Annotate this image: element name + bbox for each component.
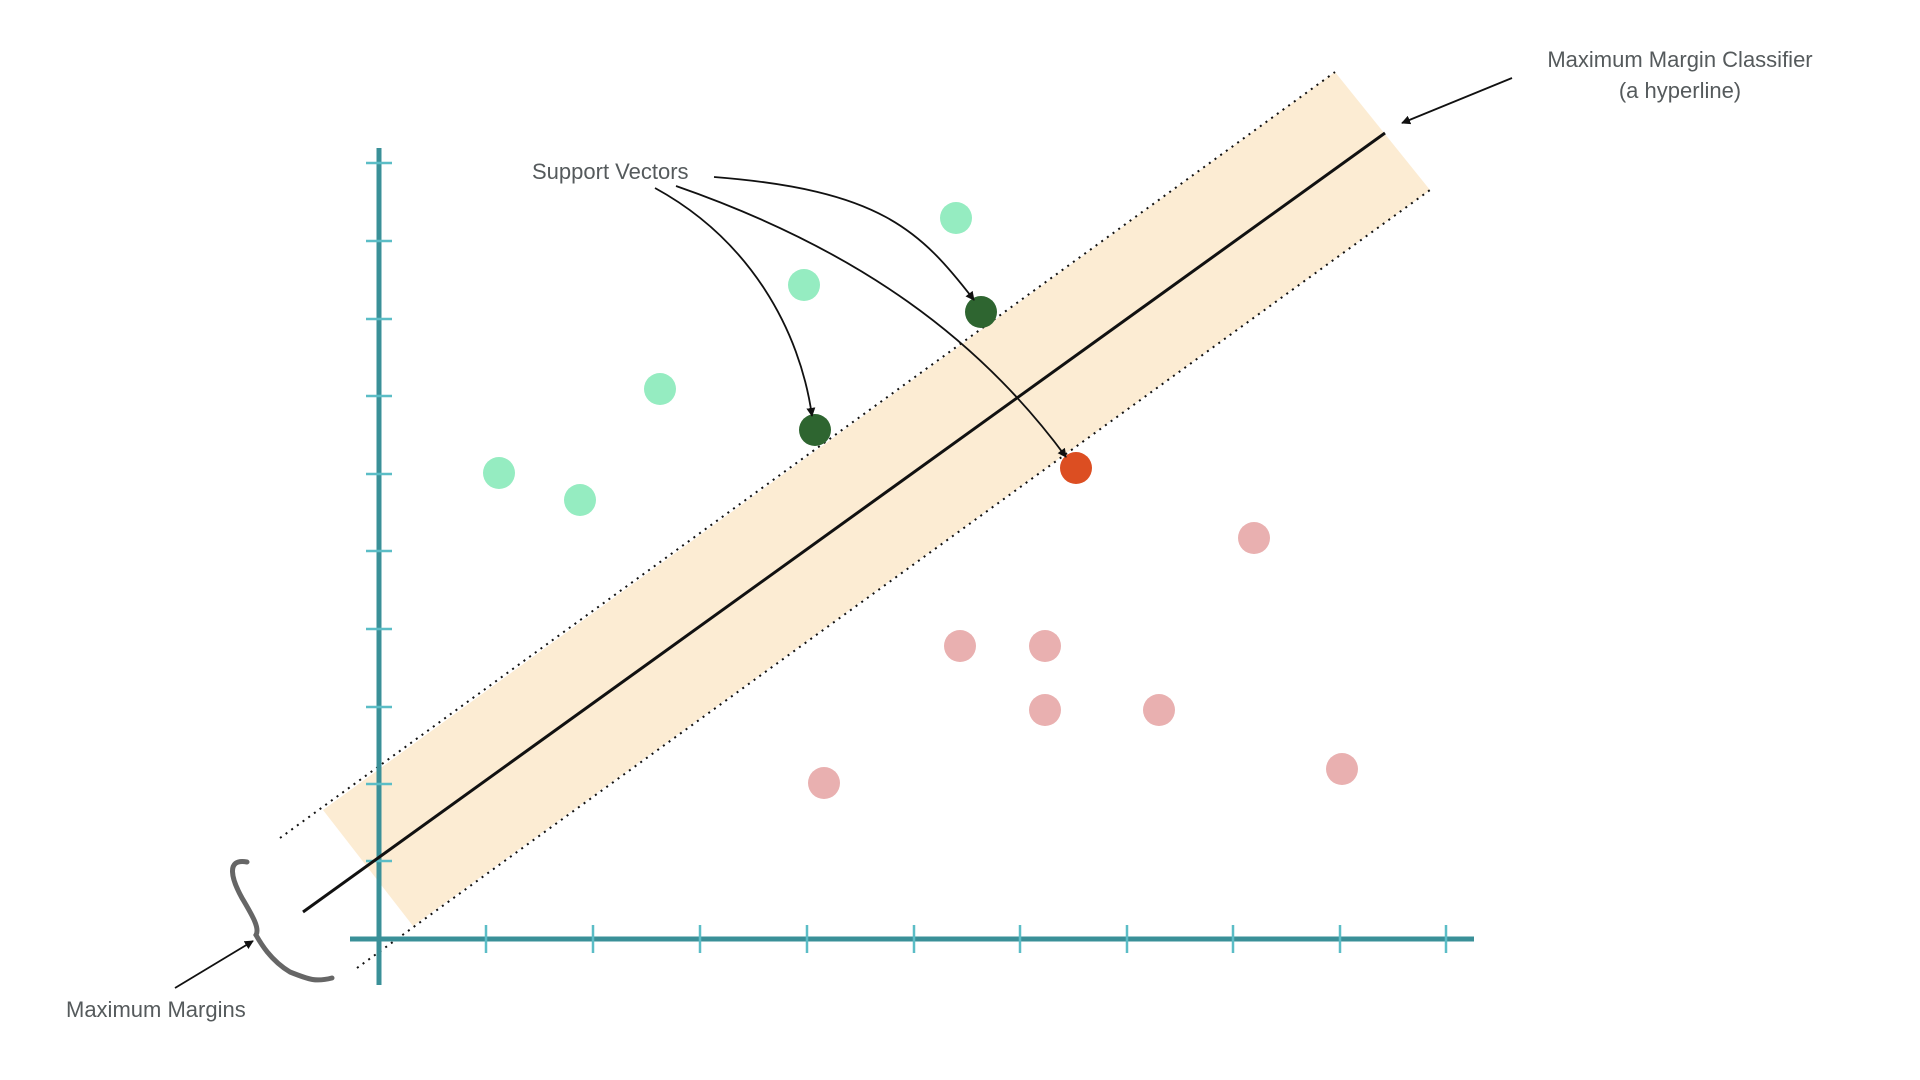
arrow-to-support-vector-a1 bbox=[713, 176, 975, 301]
class-b-point bbox=[1326, 753, 1358, 785]
max-margins-label: Maximum Margins bbox=[66, 994, 246, 1025]
classifier-label-line2: (a hyperline) bbox=[1618, 78, 1742, 103]
x-axis bbox=[350, 925, 1474, 953]
class-b-point bbox=[944, 630, 976, 662]
class-b-point bbox=[1029, 630, 1061, 662]
arrow-to-support-vector-b1 bbox=[675, 185, 1067, 458]
arrow-to-support-vector-a2 bbox=[654, 187, 816, 417]
max-margins-text: Maximum Margins bbox=[66, 997, 246, 1022]
support-vector-arrows bbox=[654, 176, 1067, 458]
support-vectors-label: Support Vectors bbox=[532, 156, 689, 187]
upper-margin-boundary bbox=[279, 71, 1336, 839]
class-a-point bbox=[940, 202, 972, 234]
class-b-point bbox=[1238, 522, 1270, 554]
class-a-point bbox=[788, 269, 820, 301]
margin-brace bbox=[230, 859, 335, 983]
class-a-point bbox=[564, 484, 596, 516]
class-b-point bbox=[1143, 694, 1175, 726]
data-points bbox=[483, 202, 1358, 799]
classifier-line bbox=[302, 131, 1386, 914]
support-vectors-text: Support Vectors bbox=[532, 159, 689, 184]
class-b-point bbox=[1029, 694, 1061, 726]
class-b-point bbox=[808, 767, 840, 799]
classifier-label: Maximum Margin Classifier (a hyperline) bbox=[1520, 44, 1840, 106]
support-vector-class-b bbox=[1060, 452, 1092, 484]
support-vector-class-a bbox=[965, 296, 997, 328]
arrow-to-classifier bbox=[1401, 77, 1513, 125]
arrow-to-margin-brace bbox=[174, 940, 254, 989]
y-axis bbox=[366, 148, 392, 985]
support-vector-class-a bbox=[799, 414, 831, 446]
classifier-label-line1: Maximum Margin Classifier bbox=[1547, 47, 1813, 72]
lower-margin-boundary bbox=[356, 189, 1431, 969]
class-a-point bbox=[644, 373, 676, 405]
class-a-point bbox=[483, 457, 515, 489]
